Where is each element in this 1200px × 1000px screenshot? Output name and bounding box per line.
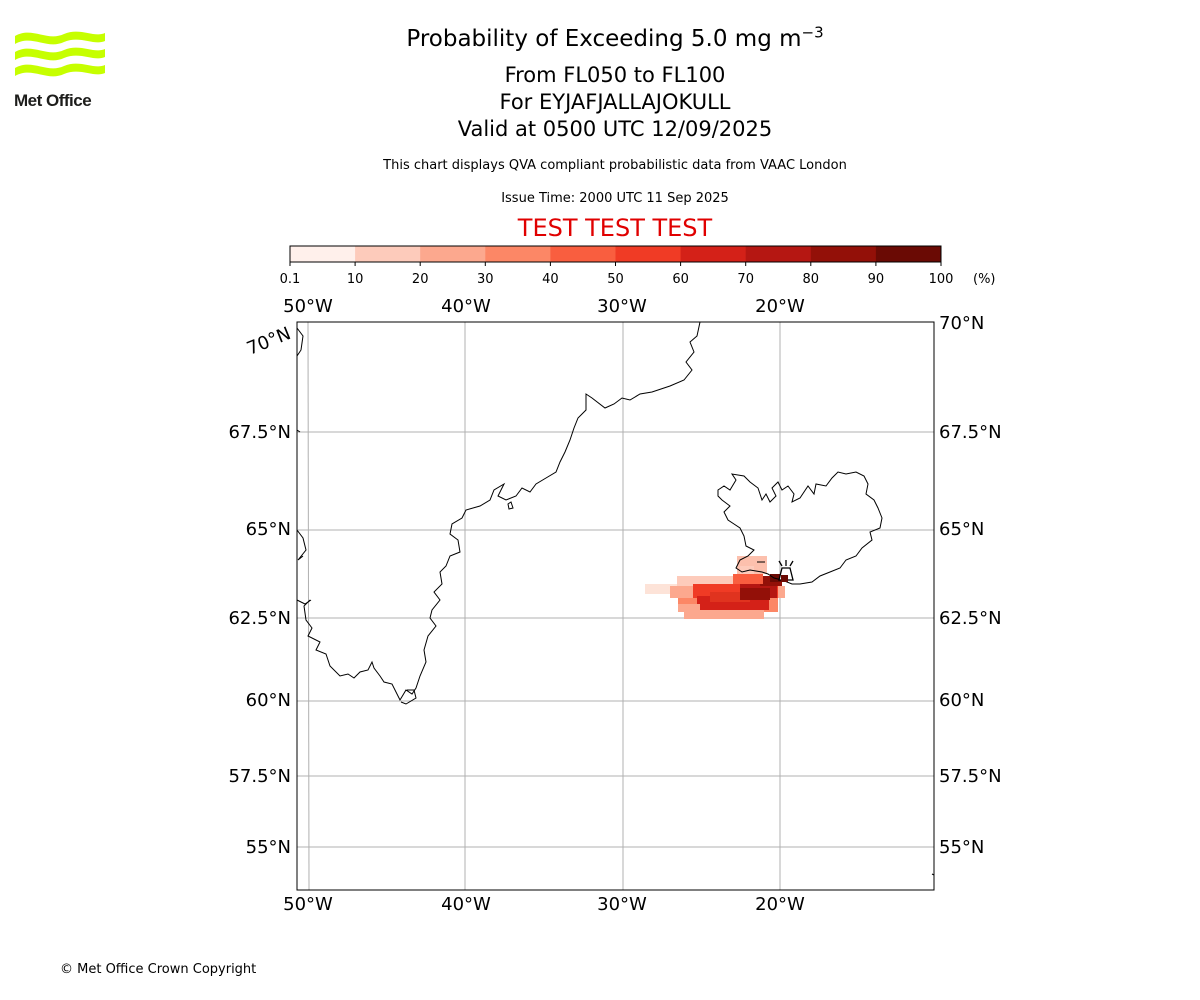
- lon-label-top: 50°W: [283, 296, 333, 317]
- lon-label-bottom: 40°W: [441, 894, 491, 915]
- lat-label-right: 62.5°N: [939, 608, 1002, 629]
- colorbar-segment: [355, 246, 421, 262]
- colorbar-tick-label: 80: [803, 272, 820, 287]
- lon-label-top: 40°W: [441, 296, 491, 317]
- lat-label-left: 62.5°N: [228, 608, 291, 629]
- ash-probability-plume: [645, 556, 788, 619]
- lat-label-left: 67.5°N: [228, 422, 291, 443]
- colorbar-segment: [550, 246, 616, 262]
- test-banner: TEST TEST TEST: [517, 214, 713, 242]
- colorbar-tick-label: 100: [929, 272, 954, 287]
- chart-description: This chart displays QVA compliant probab…: [383, 158, 847, 173]
- lon-label-top: 30°W: [597, 296, 647, 317]
- lat-label-right: 67.5°N: [939, 422, 1002, 443]
- lon-label-top: 20°W: [755, 296, 805, 317]
- lat-label-left: 65°N: [246, 519, 291, 540]
- colorbar-tick-label: 60: [672, 272, 689, 287]
- colorbar-segment: [680, 246, 747, 262]
- colorbar-tick-label: 70: [737, 272, 754, 287]
- colorbar-segment: [615, 246, 682, 262]
- lat-label-right: 70°N: [939, 313, 984, 334]
- colorbar-tick-label: 10: [347, 272, 364, 287]
- lat-label-left: 70°N: [244, 323, 294, 359]
- colorbar-tick-label: 30: [477, 272, 494, 287]
- coastline: [296, 321, 935, 876]
- colorbar-segment: [745, 246, 812, 262]
- colorbar-segment: [485, 246, 551, 262]
- colorbar: 0.1 10 20 30 40 50 60 70 80 90 100 (%): [280, 245, 996, 287]
- colorbar-segment: [875, 246, 942, 262]
- flight-level-range: From FL050 to FL100: [504, 63, 726, 87]
- probability-map: 50°W 40°W 30°W 20°W 50°W 40°W 30°W 20°W …: [228, 296, 1002, 915]
- logo-text: Met Office: [14, 91, 92, 110]
- volcano-name: For EYJAFJALLAJOKULL: [499, 90, 731, 114]
- lon-label-bottom: 30°W: [597, 894, 647, 915]
- met-office-logo-icon: [15, 31, 105, 77]
- valid-time: Valid at 0500 UTC 12/09/2025: [457, 117, 773, 141]
- colorbar-tick-label: 50: [607, 272, 624, 287]
- lat-label-right: 57.5°N: [939, 766, 1002, 787]
- colorbar-tick-label: 90: [868, 272, 885, 287]
- issue-time: Issue Time: 2000 UTC 11 Sep 2025: [501, 191, 729, 206]
- colorbar-tick-label: 20: [412, 272, 429, 287]
- lat-label-left: 60°N: [246, 690, 291, 711]
- colorbar-unit: (%): [973, 272, 996, 287]
- colorbar-tick-label: 40: [542, 272, 559, 287]
- lat-label-left: 55°N: [246, 837, 291, 858]
- lat-label-right: 65°N: [939, 519, 984, 540]
- colorbar-segment: [810, 246, 877, 262]
- lat-label-left: 57.5°N: [228, 766, 291, 787]
- lat-label-right: 55°N: [939, 837, 984, 858]
- colorbar-segment: [290, 246, 356, 262]
- colorbar-tick-label: 0.1: [280, 272, 301, 287]
- colorbar-segment: [420, 246, 486, 262]
- copyright: © Met Office Crown Copyright: [60, 962, 257, 977]
- page-title: Probability of Exceeding 5.0 mg m−3: [406, 23, 824, 52]
- lat-label-right: 60°N: [939, 690, 984, 711]
- lon-label-bottom: 20°W: [755, 894, 805, 915]
- lon-label-bottom: 50°W: [283, 894, 333, 915]
- title-exponent: −3: [801, 23, 824, 42]
